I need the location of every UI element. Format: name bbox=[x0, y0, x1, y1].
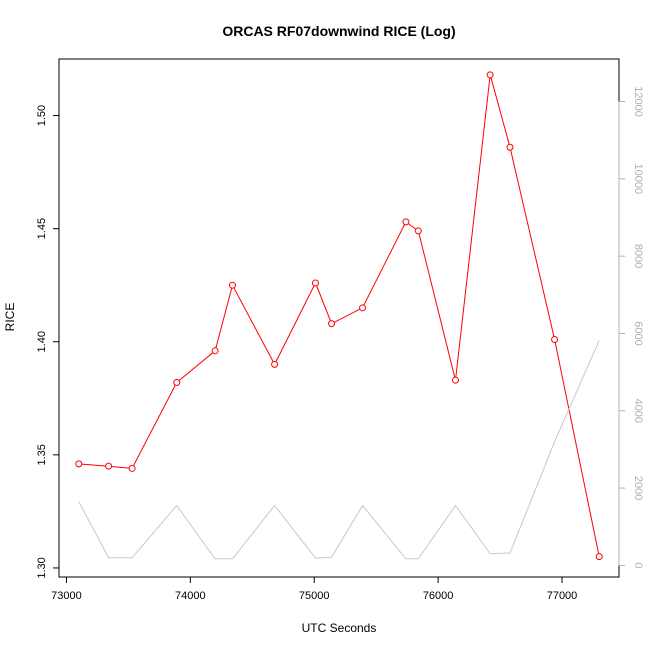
y-tick-label: 1.45 bbox=[36, 218, 48, 239]
data-point bbox=[173, 378, 181, 386]
y-axis-label: RICE bbox=[3, 303, 17, 332]
y2-tick-label: 10000 bbox=[632, 164, 644, 195]
x-axis-label: UTC Seconds bbox=[302, 621, 377, 635]
axes: 73000 74000 75000 76000 77000 1.30 1.35 1.40 1.4… bbox=[36, 86, 644, 602]
y-tick-label: 1.30 bbox=[36, 557, 48, 578]
series-layer bbox=[75, 71, 603, 561]
data-point bbox=[451, 376, 459, 384]
series-line-rice bbox=[78, 74, 600, 557]
plot-frame bbox=[58, 58, 620, 578]
data-point bbox=[402, 218, 410, 226]
y2-tick-label: 2000 bbox=[632, 476, 644, 500]
x-tick-label: 76000 bbox=[423, 590, 454, 602]
data-point bbox=[551, 335, 559, 343]
data-point bbox=[228, 281, 236, 289]
data-point bbox=[359, 304, 367, 312]
y-tick-label: 1.50 bbox=[36, 105, 48, 126]
y-tick-label: 1.40 bbox=[36, 331, 48, 352]
data-point bbox=[328, 320, 336, 328]
chart-title: ORCAS RF07downwind RICE (Log) bbox=[222, 23, 455, 39]
data-point bbox=[506, 143, 514, 151]
y2-tick-label: 0 bbox=[632, 562, 644, 568]
y2-tick-label: 4000 bbox=[632, 399, 644, 423]
y2-tick-label: 12000 bbox=[632, 86, 644, 117]
x-tick-label: 75000 bbox=[299, 590, 330, 602]
series-line-secondary bbox=[78, 340, 600, 560]
data-point bbox=[271, 360, 279, 368]
data-point bbox=[311, 279, 319, 287]
x-tick-label: 77000 bbox=[547, 590, 578, 602]
data-point bbox=[75, 460, 83, 468]
data-point bbox=[128, 464, 136, 472]
data-point bbox=[211, 347, 219, 355]
y2-tick-label: 8000 bbox=[632, 244, 644, 268]
data-point bbox=[595, 553, 603, 561]
data-point bbox=[105, 462, 113, 470]
x-tick-label: 73000 bbox=[51, 590, 82, 602]
data-point bbox=[414, 227, 422, 235]
y2-tick-label: 6000 bbox=[632, 321, 644, 345]
data-point bbox=[486, 71, 494, 79]
x-tick-label: 74000 bbox=[175, 590, 206, 602]
y-tick-label: 1.35 bbox=[36, 444, 48, 465]
